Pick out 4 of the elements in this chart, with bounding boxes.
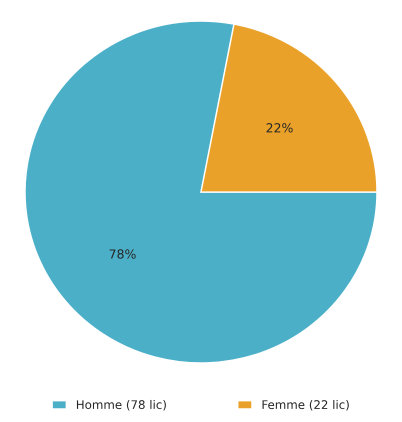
data-label: 22% xyxy=(266,123,293,133)
data-label: 78% xyxy=(110,249,136,259)
legend-label: Femme (22 lic) xyxy=(262,400,349,410)
legend-label: Homme (78 lic) xyxy=(76,400,166,410)
